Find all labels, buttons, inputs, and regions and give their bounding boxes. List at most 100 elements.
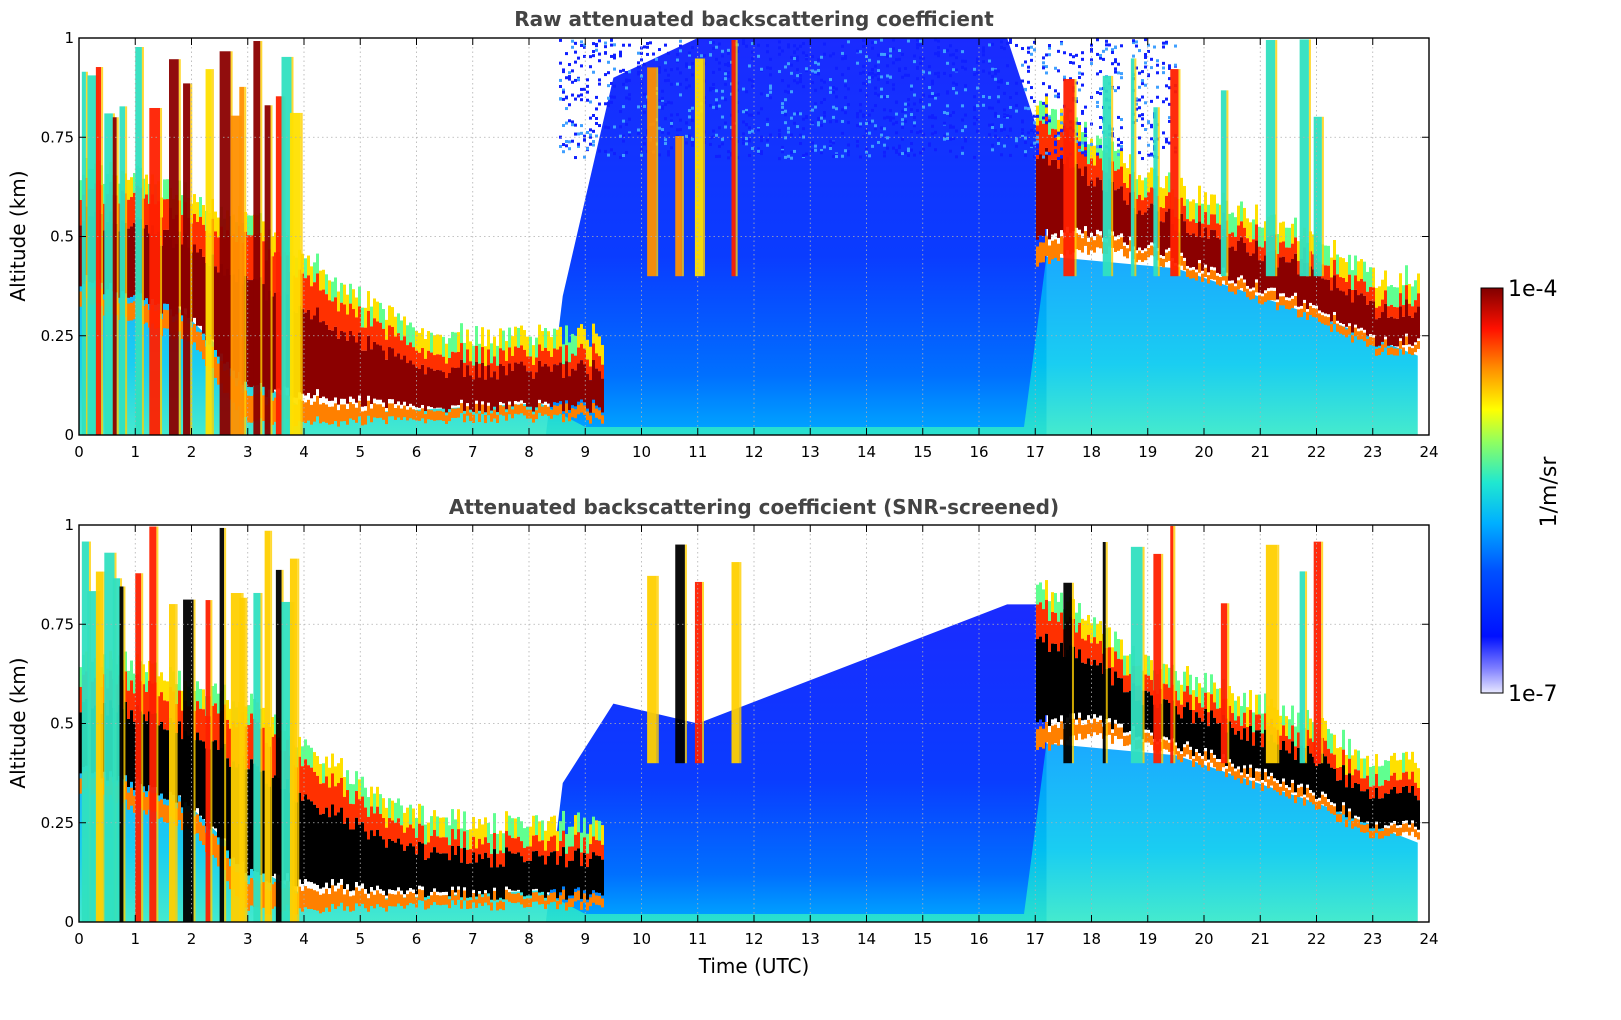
layer-core [1198, 221, 1201, 260]
noise-speckle [583, 45, 586, 49]
noise-speckle [1081, 110, 1084, 114]
layer-edge [1252, 712, 1255, 733]
layer-base [370, 408, 373, 423]
layer-edge [1390, 285, 1393, 305]
layer-core [1360, 791, 1363, 822]
noise-speckle [982, 95, 985, 99]
layer-base [1405, 336, 1408, 346]
noise-speckle [562, 123, 565, 127]
noise-speckle [934, 130, 937, 134]
layer-core [385, 847, 388, 896]
layer-core [373, 836, 376, 891]
layer-base [1264, 772, 1267, 782]
layer-edge [442, 817, 445, 838]
layer-base [376, 404, 379, 419]
layer-edge [466, 329, 469, 350]
layer-outer [1369, 786, 1372, 799]
noise-speckle [952, 68, 955, 72]
layer-outer [1417, 293, 1420, 307]
noise-speckle [901, 125, 904, 129]
noise-speckle [1135, 118, 1138, 122]
cloud-streak [119, 106, 126, 435]
layer-edge [310, 266, 313, 287]
layer-edge [1285, 227, 1288, 248]
noise-speckle [727, 156, 730, 160]
noise-speckle [658, 69, 661, 73]
layer-base [409, 407, 412, 419]
layer-base [472, 893, 475, 903]
layer-core [247, 769, 250, 876]
layer-edge [433, 810, 436, 830]
x-ticks-raw: 0 1 2 3 4 5 6 7 8 9 10 11 12 13 14 15 16 17 18 19 20 21 22 23 24 [74, 38, 1439, 461]
layer-edge [304, 739, 307, 760]
layer-core [202, 741, 205, 820]
layer-core [1294, 253, 1297, 293]
layer-base [418, 411, 421, 421]
noise-speckle [856, 115, 859, 119]
cloud-streak-edge [684, 544, 687, 764]
noise-speckle [928, 94, 931, 98]
layer-outer [1213, 702, 1216, 718]
noise-speckle [589, 116, 592, 120]
layer-core [349, 330, 352, 397]
layer-core [574, 370, 577, 407]
noise-speckle [742, 141, 745, 145]
layer-core [1144, 212, 1147, 249]
layer-edge [247, 705, 250, 725]
noise-speckle [628, 117, 631, 121]
layer-edge [1414, 762, 1417, 783]
noise-speckle [790, 150, 793, 154]
layer-core [1246, 740, 1249, 774]
noise-speckle [598, 149, 601, 153]
layer-core [1039, 154, 1042, 236]
noise-speckle [787, 90, 790, 94]
noise-speckle [685, 121, 688, 125]
layer-core [1279, 749, 1282, 784]
layer-base [247, 395, 250, 423]
layer-outer [1240, 221, 1243, 238]
layer-outer [1372, 287, 1375, 302]
layer-base [1147, 733, 1150, 743]
layer-core [1054, 643, 1057, 719]
layer-outer [322, 783, 325, 814]
noise-speckle [613, 152, 616, 156]
layer-base [388, 893, 391, 907]
x-tick-label: 5 [355, 930, 365, 948]
layer-base [1327, 801, 1330, 811]
layer-edge [1348, 254, 1351, 275]
noise-speckle [568, 77, 571, 81]
noise-speckle [688, 65, 691, 69]
layer-edge [1327, 728, 1330, 749]
cloud-streak [1170, 69, 1179, 277]
layer-outer [337, 783, 340, 813]
cloud-streak [169, 59, 179, 435]
layer-core [331, 330, 334, 401]
layer-edge [1417, 273, 1420, 294]
layer-base [1324, 316, 1327, 325]
noise-speckle [862, 70, 865, 74]
layer-outer [1186, 219, 1189, 233]
layer-core [1144, 690, 1147, 730]
layer-outer [1168, 687, 1171, 703]
layer-base [1051, 725, 1054, 745]
noise-speckle [949, 149, 952, 153]
noise-speckle [874, 124, 877, 128]
noise-speckle [880, 87, 883, 91]
layer-core [1417, 306, 1420, 339]
layer-base [358, 400, 361, 417]
noise-speckle [715, 106, 718, 110]
layer-base [166, 310, 169, 329]
noise-speckle [1069, 61, 1072, 65]
noise-speckle [802, 85, 805, 89]
layer-base [1141, 253, 1144, 262]
layer-edge [1330, 733, 1333, 754]
layer-outer [1381, 785, 1384, 799]
layer-outer [385, 827, 388, 848]
noise-speckle [592, 143, 595, 147]
noise-speckle [823, 52, 826, 56]
layer-edge [337, 291, 340, 312]
layer-edge [532, 815, 535, 836]
layer-outer [1399, 293, 1402, 307]
noise-speckle [880, 38, 883, 42]
layer-outer [217, 237, 220, 273]
